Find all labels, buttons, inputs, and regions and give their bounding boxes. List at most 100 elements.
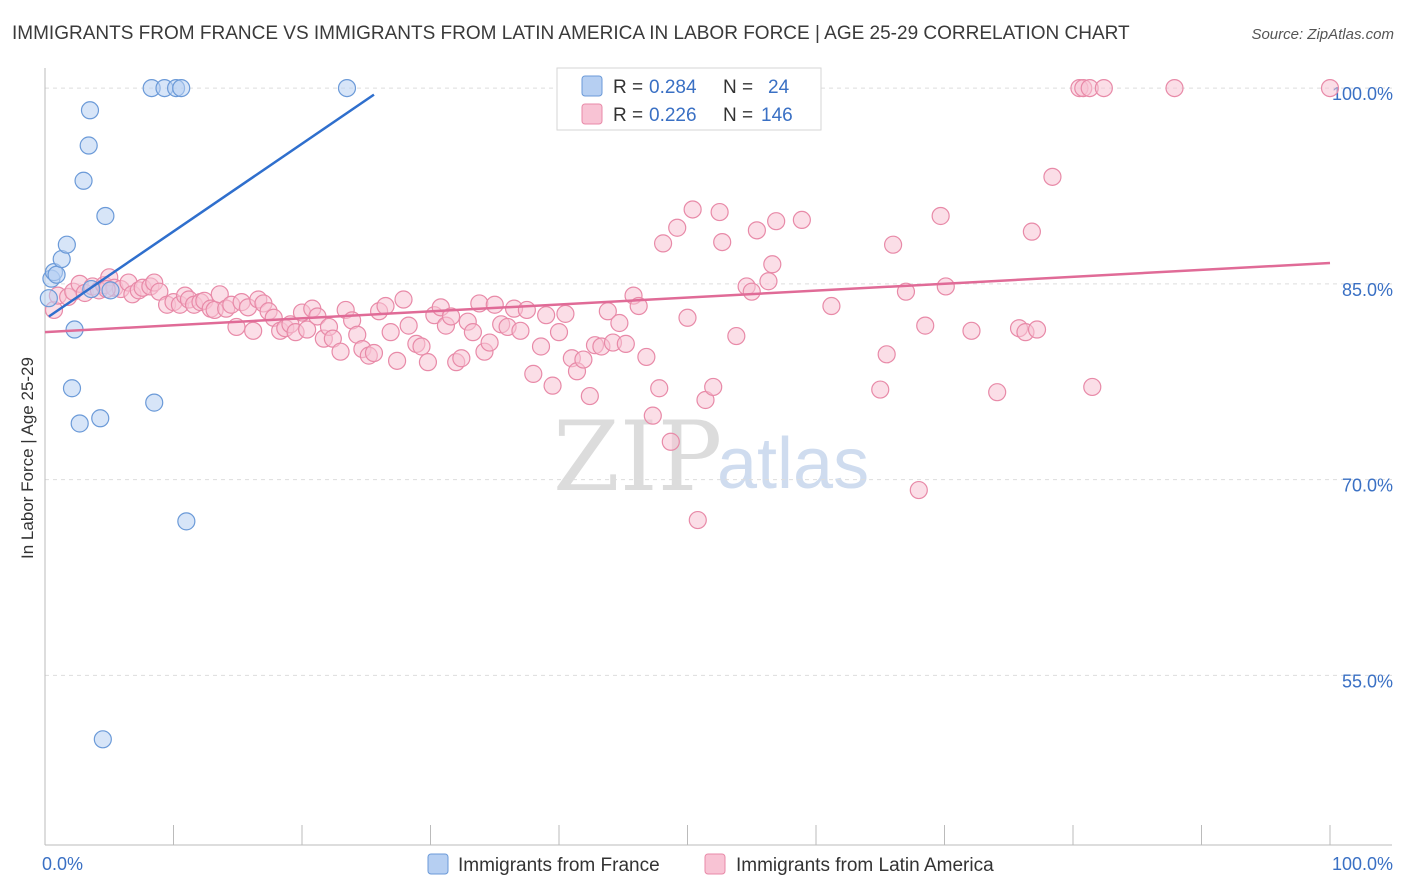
y-tick-label-0: 55.0% — [1342, 671, 1393, 691]
latam-point-113 — [710, 202, 729, 222]
legend-latam-r-value: 0.226 — [649, 105, 697, 126]
latam-point-131 — [931, 206, 950, 226]
france-point-23 — [337, 78, 357, 98]
latam-point-74 — [463, 323, 483, 342]
latam-point-59 — [376, 296, 395, 316]
latam-point-98 — [610, 313, 629, 333]
latam-point-61 — [387, 351, 407, 370]
france-point-9 — [74, 171, 93, 190]
latam-point-89 — [556, 304, 575, 323]
x-tick-label-1: 100.0% — [1332, 854, 1393, 874]
latam-point-133 — [962, 321, 981, 340]
legend-swatch-france — [581, 75, 603, 97]
latam-point-92 — [574, 350, 593, 369]
latam-point-142 — [1083, 377, 1102, 397]
latam-point-127 — [883, 235, 903, 254]
latam-point-134 — [988, 383, 1007, 402]
latam-point-99 — [616, 334, 635, 353]
latam-point-87 — [543, 376, 562, 395]
watermark-atlas: atlas — [717, 424, 869, 504]
legend-france-n-label: N = — [723, 77, 753, 98]
latam-point-109 — [683, 200, 702, 219]
france-points — [39, 78, 357, 749]
y-tick-label-1: 70.0% — [1342, 476, 1393, 496]
chart-source: Source: ZipAtlas.com — [1251, 26, 1394, 43]
france-point-8 — [70, 414, 89, 433]
latam-point-108 — [678, 308, 697, 327]
latam-point-63 — [399, 316, 418, 335]
legend-latam-n-value: 146 — [761, 105, 793, 126]
latam-point-145 — [1165, 78, 1184, 98]
latam-point-83 — [517, 300, 536, 320]
latam-trendline — [44, 261, 1331, 334]
latam-point-105 — [653, 234, 673, 253]
latam-point-88 — [549, 323, 569, 342]
stats-legend: R = 0.284 N = 24 R = 0.226 N = 146 — [556, 67, 822, 131]
latam-point-143 — [1094, 78, 1113, 98]
latam-point-114 — [713, 232, 732, 252]
latam-point-104 — [650, 379, 669, 398]
legend-france-r-label: R = — [613, 77, 643, 98]
latam-point-84 — [524, 364, 543, 383]
latam-point-144 — [1043, 167, 1062, 186]
y-axis-label: In Labor Force | Age 25-29 — [18, 357, 37, 559]
latam-point-130 — [916, 316, 935, 335]
latam-point-112 — [704, 377, 723, 397]
france-point-14 — [93, 730, 112, 749]
latam-point-118 — [747, 221, 766, 240]
latam-point-107 — [668, 218, 687, 237]
latam-point-132 — [936, 277, 955, 296]
bottom-legend-latam: Immigrants from Latin America — [736, 855, 994, 876]
latam-point-82 — [511, 321, 530, 340]
latam-point-93 — [580, 386, 599, 406]
latam-point-85 — [531, 337, 551, 356]
france-trendline — [48, 93, 375, 318]
bottom-legend-swatch-france — [427, 853, 449, 875]
latam-point-124 — [822, 296, 841, 316]
latam-point-77 — [480, 333, 499, 352]
latam-point-120 — [763, 255, 782, 274]
latam-point-129 — [909, 480, 928, 500]
latam-point-117 — [742, 282, 761, 301]
latam-point-65 — [412, 337, 431, 356]
legend-france-r-value: 0.284 — [649, 77, 697, 98]
watermark-zip: ZIP — [553, 401, 722, 513]
legend-latam-r-label: R = — [613, 105, 643, 126]
latam-point-102 — [637, 347, 656, 367]
latam-point-78 — [485, 295, 504, 314]
x-tick-labels: 0.0% 100.0% — [42, 854, 1393, 874]
latam-point-86 — [537, 306, 556, 325]
latam-point-115 — [727, 326, 746, 346]
latam-point-123 — [792, 210, 811, 230]
latam-points — [44, 78, 1340, 530]
latam-point-35 — [244, 321, 263, 340]
france-point-18 — [145, 393, 164, 412]
latam-point-62 — [394, 290, 413, 309]
latam-point-125 — [871, 380, 890, 399]
latam-point-128 — [896, 282, 916, 301]
latam-point-45 — [298, 320, 317, 339]
latam-point-66 — [418, 353, 438, 372]
latam-point-101 — [629, 296, 648, 316]
latam-point-138 — [1027, 320, 1047, 339]
latam-point-121 — [767, 212, 786, 231]
latam-point-126 — [877, 345, 896, 364]
france-point-22 — [177, 512, 196, 531]
axis-layer — [44, 68, 1392, 846]
x-tick-label-0: 0.0% — [42, 854, 83, 874]
legend-swatch-latam — [581, 103, 603, 125]
latam-point-103 — [643, 406, 662, 425]
legend-france-n-value: 24 — [768, 77, 790, 98]
france-point-10 — [79, 136, 98, 155]
latam-point-137 — [1022, 222, 1041, 241]
france-point-11 — [80, 101, 100, 120]
bottom-legend-france: Immigrants from France — [458, 855, 660, 876]
y-tick-labels: 55.0% 70.0% 85.0% 100.0% — [1332, 84, 1393, 691]
chart-title: IMMIGRANTS FROM FRANCE VS IMMIGRANTS FRO… — [12, 23, 1130, 44]
latam-point-60 — [381, 323, 400, 342]
y-tick-label-3: 100.0% — [1332, 84, 1393, 104]
latam-point-106 — [661, 432, 680, 451]
series-legend: Immigrants from France Immigrants from L… — [427, 853, 994, 876]
bottom-legend-swatch-latam — [704, 853, 726, 875]
